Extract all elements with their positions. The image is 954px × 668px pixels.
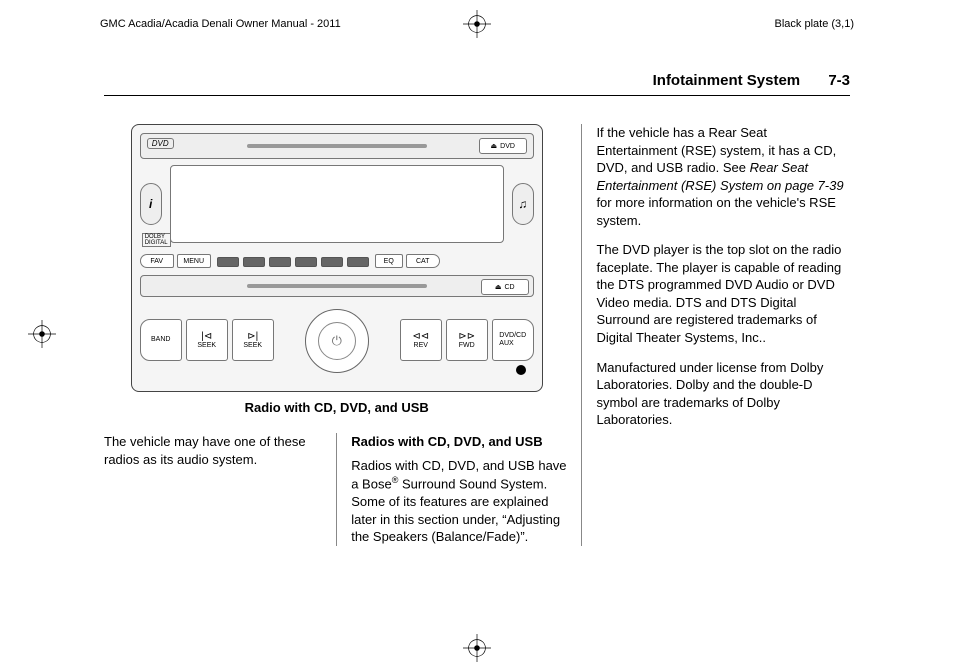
cat-button: CAT [406, 254, 440, 268]
dvd-cd-aux-button: DVD/CDAUX [492, 319, 534, 361]
eject-icon: ⏏ [491, 142, 498, 150]
right-button-group: ⊲⊲REV ⊳⊳FWD DVD/CDAUX [400, 319, 534, 361]
eject-dvd-button: ⏏ DVD [479, 138, 527, 154]
page-content: Infotainment System 7-3 DVD ⏏ DVD [104, 72, 850, 628]
softkey [321, 257, 343, 267]
music-button: ♫ [512, 183, 534, 225]
fav-button: FAV [140, 254, 174, 268]
left-block: DVD ⏏ DVD i ♫ DOLBYDIGITAL FAV [104, 124, 581, 546]
lower-left-col: The vehicle may have one of these radios… [104, 433, 336, 546]
content-columns: DVD ⏏ DVD i ♫ DOLBYDIGITAL FAV [104, 124, 850, 546]
seek-fwd-button: ⊳|SEEK [232, 319, 274, 361]
fwd-icon: ⊳⊳ [458, 331, 475, 342]
right-para-2: The DVD player is the top slot on the ra… [596, 241, 850, 346]
fwd-button: ⊳⊳FWD [446, 319, 488, 361]
lower-right-col: Radios with CD, DVD, and USB Radios with… [336, 433, 569, 546]
plate-info: Black plate (3,1) [775, 18, 854, 30]
softkey [347, 257, 369, 267]
chapter-title: Infotainment System [653, 72, 801, 89]
eject-icon: ⏏ [495, 283, 502, 291]
radio-display [170, 165, 504, 243]
music-note-icon: ♫ [518, 197, 527, 211]
dvd-slot-row: DVD ⏏ DVD [140, 133, 534, 159]
crop-mark-left-icon [28, 320, 56, 348]
manual-title: GMC Acadia/Acadia Denali Owner Manual - … [100, 18, 341, 30]
intro-text: The vehicle may have one of these radios… [104, 433, 322, 468]
chapter-header: Infotainment System 7-3 [104, 72, 850, 96]
dolby-logo: DOLBYDIGITAL [142, 233, 171, 247]
menu-button: MENU [177, 254, 211, 268]
crop-mark-bottom-icon [463, 634, 491, 662]
power-button: ⏻ [318, 322, 356, 360]
right-para-3: Manufactured under license from Dolby La… [596, 359, 850, 429]
seek-back-button: |⊲SEEK [186, 319, 228, 361]
print-header: GMC Acadia/Acadia Denali Owner Manual - … [0, 18, 954, 30]
corner-dot [516, 365, 526, 375]
lower-two-columns: The vehicle may have one of these radios… [104, 433, 569, 546]
right-column: If the vehicle has a Rear Seat Entertain… [581, 124, 850, 546]
figure-caption: Radio with CD, DVD, and USB [245, 400, 429, 415]
dvd-logo: DVD [147, 138, 174, 149]
seek-back-icon: |⊲ [201, 331, 212, 342]
radio-faceplate: DVD ⏏ DVD i ♫ DOLBYDIGITAL FAV [131, 124, 543, 392]
softkey [217, 257, 239, 267]
dvd-slot [247, 144, 427, 148]
softkey [269, 257, 291, 267]
crop-mark-top-icon [463, 10, 491, 38]
eject-cd-button: ⏏ CD [481, 279, 529, 295]
cd-slot-row: ⏏ CD [140, 275, 534, 297]
softkey-row: FAV MENU EQ CAT [140, 251, 534, 271]
power-icon: ⏻ [332, 333, 342, 349]
radio-figure: DVD ⏏ DVD i ♫ DOLBYDIGITAL FAV [104, 124, 569, 415]
info-button: i [140, 183, 162, 225]
eq-button: EQ [375, 254, 403, 268]
left-button-group: BAND |⊲SEEK ⊳|SEEK [140, 319, 274, 361]
mid-paragraph: Radios with CD, DVD, and USB have a Bose… [351, 457, 569, 546]
rev-button: ⊲⊲REV [400, 319, 442, 361]
mid-heading: Radios with CD, DVD, and USB [351, 433, 569, 451]
seek-fwd-icon: ⊳| [247, 331, 258, 342]
right-para-1: If the vehicle has a Rear Seat Entertain… [596, 124, 850, 229]
softkey [295, 257, 317, 267]
band-button: BAND [140, 319, 182, 361]
softkeys [217, 255, 369, 267]
cd-slot [247, 284, 427, 288]
volume-knob: ⏻ [305, 309, 369, 373]
rev-icon: ⊲⊲ [412, 331, 429, 342]
page-number: 7-3 [828, 72, 850, 89]
softkey [243, 257, 265, 267]
